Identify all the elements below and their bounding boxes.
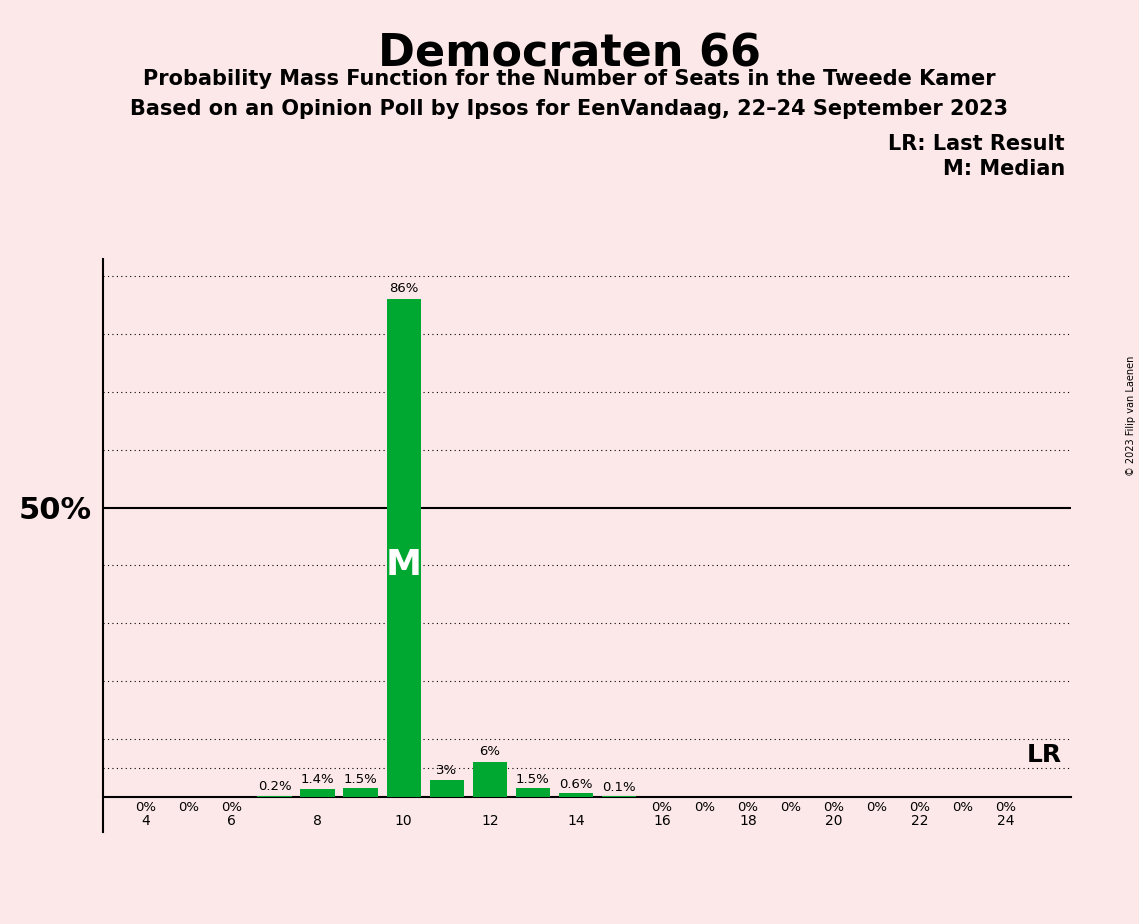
Text: 0.1%: 0.1% — [603, 781, 636, 794]
Text: 0%: 0% — [780, 801, 802, 814]
Text: 3%: 3% — [436, 764, 457, 777]
Text: 0%: 0% — [136, 801, 156, 814]
Text: © 2023 Filip van Laenen: © 2023 Filip van Laenen — [1126, 356, 1136, 476]
Text: Probability Mass Function for the Number of Seats in the Tweede Kamer: Probability Mass Function for the Number… — [144, 69, 995, 90]
Text: 1.5%: 1.5% — [516, 772, 550, 786]
Text: 0%: 0% — [867, 801, 887, 814]
Text: Based on an Opinion Poll by Ipsos for EenVandaag, 22–24 September 2023: Based on an Opinion Poll by Ipsos for Ee… — [131, 99, 1008, 119]
Text: 0%: 0% — [221, 801, 243, 814]
Text: 0%: 0% — [823, 801, 844, 814]
Text: 1.5%: 1.5% — [344, 772, 377, 786]
Text: 86%: 86% — [390, 282, 418, 295]
Text: M: M — [386, 549, 421, 582]
Text: 0%: 0% — [652, 801, 672, 814]
Text: 0%: 0% — [695, 801, 715, 814]
Bar — [301, 789, 335, 796]
Bar — [344, 788, 378, 796]
Text: LR: LR — [1027, 743, 1062, 767]
Bar — [558, 794, 593, 796]
Text: M: Median: M: Median — [943, 159, 1065, 179]
Text: 1.4%: 1.4% — [301, 773, 335, 786]
Bar — [516, 788, 550, 796]
Bar — [429, 780, 464, 796]
Bar — [386, 299, 421, 796]
Text: 0%: 0% — [737, 801, 759, 814]
Text: 0%: 0% — [952, 801, 974, 814]
Text: Democraten 66: Democraten 66 — [378, 32, 761, 76]
Bar — [473, 762, 507, 796]
Text: 0%: 0% — [910, 801, 931, 814]
Text: LR: Last Result: LR: Last Result — [888, 134, 1065, 154]
Text: 0.6%: 0.6% — [559, 778, 592, 791]
Text: 0.2%: 0.2% — [257, 781, 292, 794]
Text: 6%: 6% — [480, 745, 500, 758]
Text: 0%: 0% — [995, 801, 1017, 814]
Text: 0%: 0% — [178, 801, 199, 814]
